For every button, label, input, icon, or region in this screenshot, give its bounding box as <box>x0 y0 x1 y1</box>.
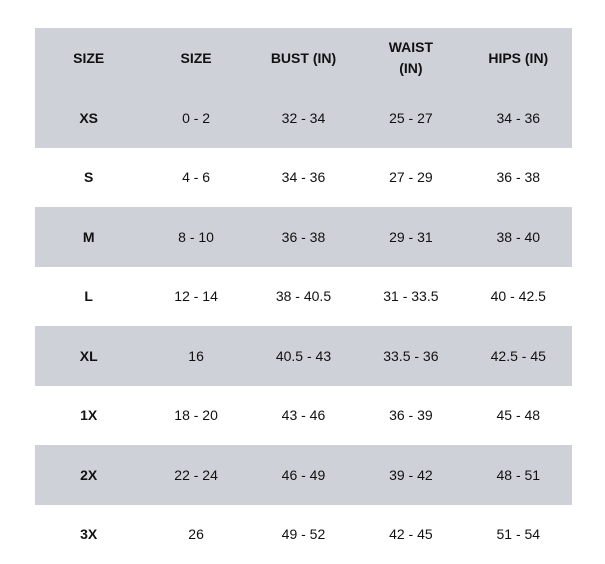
header-bust: BUST (IN) <box>270 49 337 66</box>
cell-hips: 42.5 - 45 <box>490 347 546 364</box>
header-size-label: SIZE <box>73 49 105 66</box>
cell-hips: 38 - 40 <box>496 228 541 245</box>
table-row: M 8 - 10 36 - 38 29 - 31 38 - 40 <box>35 207 572 267</box>
cell-hips: 40 - 42.5 <box>490 288 546 305</box>
cell-bust: 46 - 49 <box>281 466 326 483</box>
cell-waist: 25 - 27 <box>389 109 433 126</box>
cell-size-number: 0 - 2 <box>182 109 211 126</box>
cell-size-number: 8 - 10 <box>178 228 214 245</box>
table-row: 1X 18 - 20 43 - 46 36 - 39 45 - 48 <box>35 386 572 446</box>
cell-size-label: 3X <box>80 526 98 543</box>
cell-size-label: XS <box>79 109 99 126</box>
cell-hips: 51 - 54 <box>496 526 541 543</box>
cell-waist: 29 - 31 <box>389 228 433 245</box>
header-row: SIZE SIZE BUST (IN) WAIST (IN) HIPS (IN) <box>35 28 572 88</box>
cell-bust: 36 - 38 <box>281 228 326 245</box>
cell-size-label: S <box>84 169 94 186</box>
header-hips: HIPS (IN) <box>488 49 549 66</box>
table-row: S 4 - 6 34 - 36 27 - 29 36 - 38 <box>35 148 572 208</box>
cell-bust: 40.5 - 43 <box>275 347 332 364</box>
cell-hips: 48 - 51 <box>496 466 541 483</box>
cell-waist: 31 - 33.5 <box>383 288 439 305</box>
table-body: XS 0 - 2 32 - 34 25 - 27 34 - 36 S 4 - 6 34 - 3… <box>35 88 572 564</box>
cell-waist: 36 - 39 <box>389 407 433 424</box>
cell-bust: 49 - 52 <box>281 526 326 543</box>
cell-waist: 39 - 42 <box>389 466 433 483</box>
cell-size-label: M <box>82 228 95 245</box>
table-row: L 12 - 14 38 - 40.5 31 - 33.5 40 - 42.5 <box>35 267 572 327</box>
cell-waist: 27 - 29 <box>389 169 433 186</box>
cell-bust: 34 - 36 <box>281 169 326 186</box>
cell-waist: 33.5 - 36 <box>383 347 439 364</box>
table-row: 3X 26 49 - 52 42 - 45 51 - 54 <box>35 505 572 564</box>
table-row: 2X 22 - 24 46 - 49 39 - 42 48 - 51 <box>35 445 572 505</box>
cell-bust: 38 - 40.5 <box>275 288 332 305</box>
cell-bust: 32 - 34 <box>281 109 326 126</box>
cell-hips: 34 - 36 <box>496 109 541 126</box>
cell-waist: 42 - 45 <box>389 526 433 543</box>
cell-hips: 36 - 38 <box>496 169 541 186</box>
cell-size-number: 16 <box>188 347 204 364</box>
cell-size-number: 4 - 6 <box>182 169 211 186</box>
cell-bust: 43 - 46 <box>281 407 326 424</box>
cell-size-label: 1X <box>80 407 98 424</box>
header-size-number: SIZE <box>180 49 212 66</box>
cell-hips: 45 - 48 <box>496 407 541 424</box>
cell-size-number: 18 - 20 <box>174 407 218 424</box>
cell-size-number: 22 - 24 <box>174 466 218 483</box>
table-row: XL 16 40.5 - 43 33.5 - 36 42.5 - 45 <box>35 326 572 386</box>
cell-size-label: 2X <box>80 466 98 483</box>
size-chart-table: SIZE SIZE BUST (IN) WAIST (IN) HIPS (IN)… <box>35 28 572 564</box>
header-waist: WAIST (IN) <box>388 39 434 76</box>
table-row: XS 0 - 2 32 - 34 25 - 27 34 - 36 <box>35 88 572 148</box>
cell-size-number: 12 - 14 <box>174 288 218 305</box>
cell-size-label: XL <box>79 347 98 364</box>
cell-size-label: L <box>84 288 93 305</box>
cell-size-number: 26 <box>188 526 204 543</box>
